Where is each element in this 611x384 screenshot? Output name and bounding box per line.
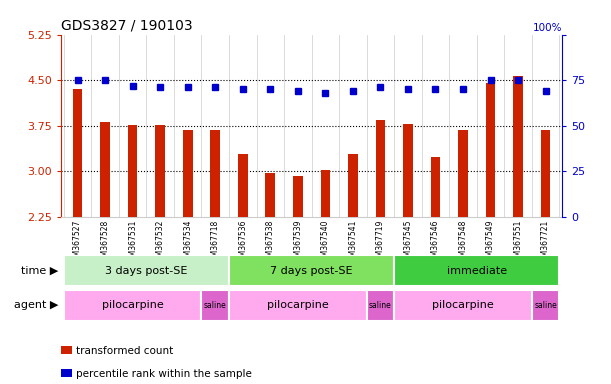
Bar (210, 130, 220, 217)
Bar (202, 290, 229, 321)
Bar (183, 130, 192, 217)
Text: immediate: immediate (447, 266, 507, 276)
Bar (266, 173, 275, 217)
Bar (376, 120, 386, 217)
Bar (293, 175, 302, 217)
Bar (229, 255, 394, 286)
Bar (367, 290, 394, 321)
Bar (486, 83, 496, 217)
Bar (532, 290, 559, 321)
Bar (513, 76, 523, 217)
Bar (238, 154, 247, 217)
Bar (403, 124, 413, 217)
Bar (431, 157, 441, 217)
Text: 100%: 100% (533, 23, 562, 33)
Text: pilocarpine: pilocarpine (432, 300, 494, 310)
Bar (155, 125, 165, 217)
Bar (64, 255, 229, 286)
Text: time ▶: time ▶ (21, 266, 58, 276)
Text: 7 days post-SE: 7 days post-SE (270, 266, 353, 276)
Bar (458, 130, 468, 217)
Text: percentile rank within the sample: percentile rank within the sample (76, 369, 252, 379)
Bar (128, 125, 137, 217)
Bar (394, 290, 532, 321)
Text: pilocarpine: pilocarpine (102, 300, 164, 310)
Bar (541, 130, 551, 217)
Bar (394, 255, 559, 286)
Text: GDS3827 / 190103: GDS3827 / 190103 (61, 18, 192, 32)
Bar (348, 154, 357, 217)
Bar (229, 290, 367, 321)
Bar (321, 170, 330, 217)
Text: saline: saline (369, 301, 392, 310)
Text: saline: saline (534, 301, 557, 310)
Text: saline: saline (204, 301, 227, 310)
Bar (64, 290, 202, 321)
Text: 3 days post-SE: 3 days post-SE (105, 266, 188, 276)
Bar (100, 121, 110, 217)
Text: transformed count: transformed count (76, 346, 174, 356)
Bar (73, 89, 82, 217)
Text: agent ▶: agent ▶ (13, 300, 58, 310)
Text: pilocarpine: pilocarpine (267, 300, 329, 310)
